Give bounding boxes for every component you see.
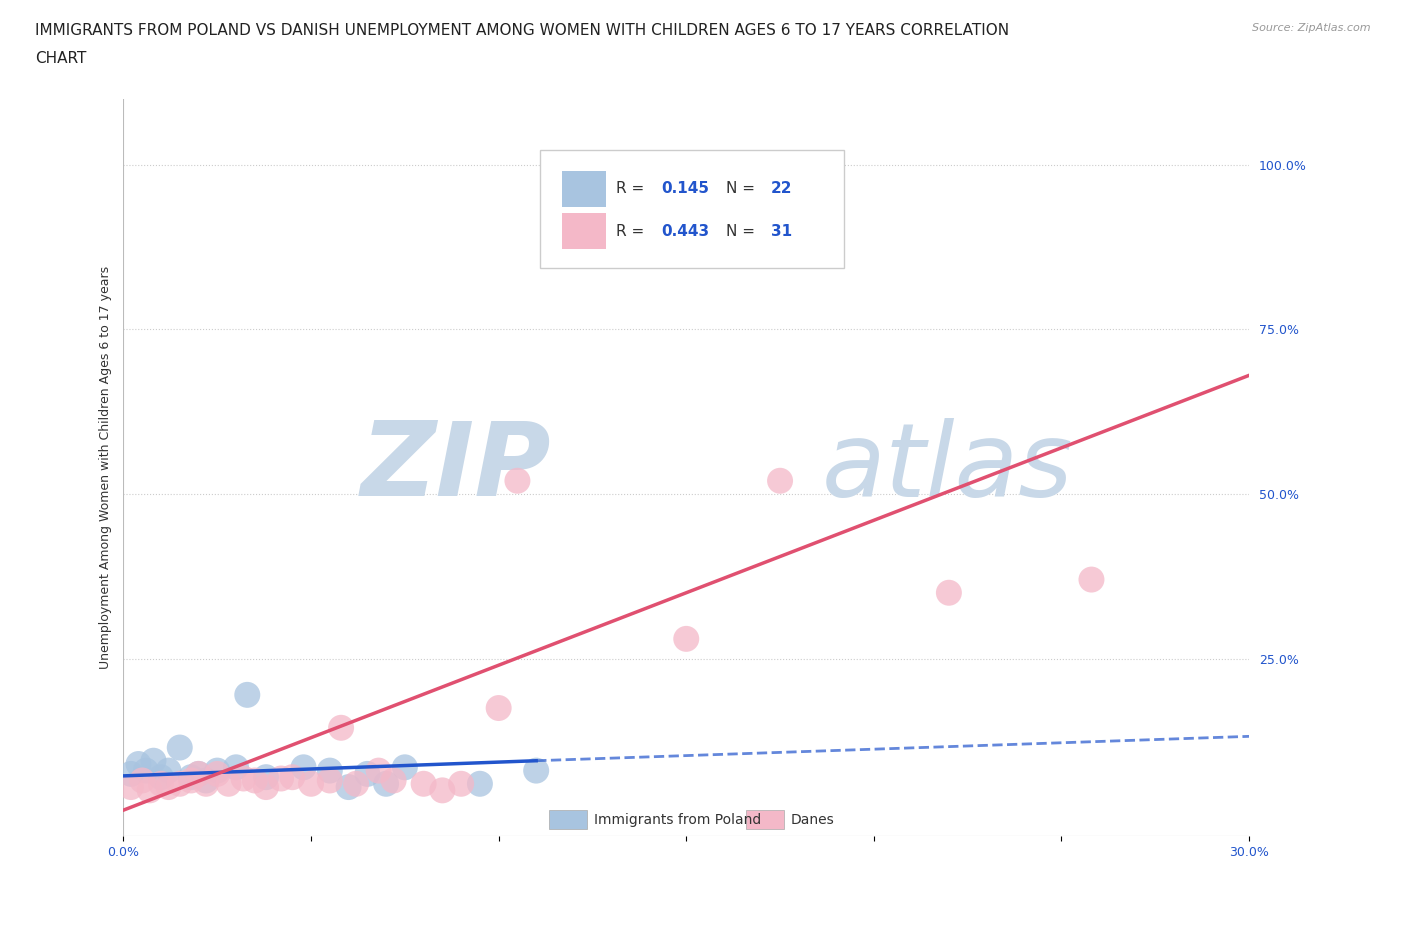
Point (468, 777, 491, 791)
Point (169, 777, 191, 791)
Point (330, 721, 353, 736)
Text: CHART: CHART (35, 51, 87, 66)
Text: R =: R = (616, 224, 650, 239)
FancyBboxPatch shape (540, 151, 844, 269)
Point (1080, 572, 1102, 587)
Point (150, 777, 173, 791)
Point (218, 777, 240, 791)
Point (344, 777, 367, 791)
Text: 0.443: 0.443 (661, 224, 710, 239)
Y-axis label: Unemployment Among Women with Children Ages 6 to 17 years: Unemployment Among Women with Children A… (100, 266, 112, 670)
Point (207, 764, 229, 778)
Point (232, 771, 254, 786)
Text: ZIP: ZIP (360, 417, 551, 518)
Point (506, 473, 529, 488)
Point (169, 740, 191, 755)
Point (187, 766, 209, 781)
Point (375, 777, 398, 791)
Text: Danes: Danes (792, 813, 835, 827)
Point (769, 473, 792, 488)
Point (127, 757, 149, 772)
Point (180, 773, 202, 788)
Point (356, 766, 378, 781)
Point (367, 764, 389, 778)
Point (524, 764, 547, 778)
Point (432, 783, 454, 798)
Point (243, 773, 266, 788)
Text: 0.145: 0.145 (661, 181, 710, 196)
FancyBboxPatch shape (548, 810, 588, 830)
Point (254, 779, 277, 794)
Point (187, 766, 209, 781)
Text: Immigrants from Poland: Immigrants from Poland (593, 813, 761, 827)
Text: IMMIGRANTS FROM POLAND VS DANISH UNEMPLOYMENT AMONG WOMEN WITH CHILDREN AGES 6 T: IMMIGRANTS FROM POLAND VS DANISH UNEMPLO… (35, 23, 1010, 38)
Point (675, 631, 697, 646)
FancyBboxPatch shape (747, 810, 785, 830)
Point (131, 773, 153, 788)
Point (236, 687, 259, 702)
FancyBboxPatch shape (562, 171, 606, 207)
Point (319, 764, 342, 778)
Text: 22: 22 (770, 181, 792, 196)
Point (195, 773, 218, 788)
Text: N =: N = (725, 181, 759, 196)
Text: 31: 31 (770, 224, 792, 239)
Point (157, 779, 180, 794)
Point (281, 770, 304, 785)
Text: N =: N = (725, 224, 759, 239)
Point (180, 770, 202, 785)
Point (195, 777, 218, 791)
Point (142, 753, 165, 768)
Point (394, 760, 416, 775)
Point (150, 770, 173, 785)
Point (120, 766, 142, 781)
Point (412, 777, 434, 791)
Point (292, 760, 315, 775)
FancyBboxPatch shape (562, 213, 606, 249)
Point (337, 779, 360, 794)
Point (207, 766, 229, 781)
Point (270, 771, 292, 786)
Point (254, 770, 277, 785)
Point (938, 585, 960, 600)
Text: atlas: atlas (821, 418, 1073, 518)
Point (225, 760, 247, 775)
Point (135, 764, 157, 778)
Point (319, 773, 342, 788)
Point (157, 764, 180, 778)
Point (450, 777, 472, 791)
Text: R =: R = (616, 181, 650, 196)
Text: Source: ZipAtlas.com: Source: ZipAtlas.com (1253, 23, 1371, 33)
Point (138, 783, 160, 798)
Point (120, 779, 142, 794)
Point (488, 700, 510, 715)
Point (299, 777, 322, 791)
Point (382, 773, 405, 788)
